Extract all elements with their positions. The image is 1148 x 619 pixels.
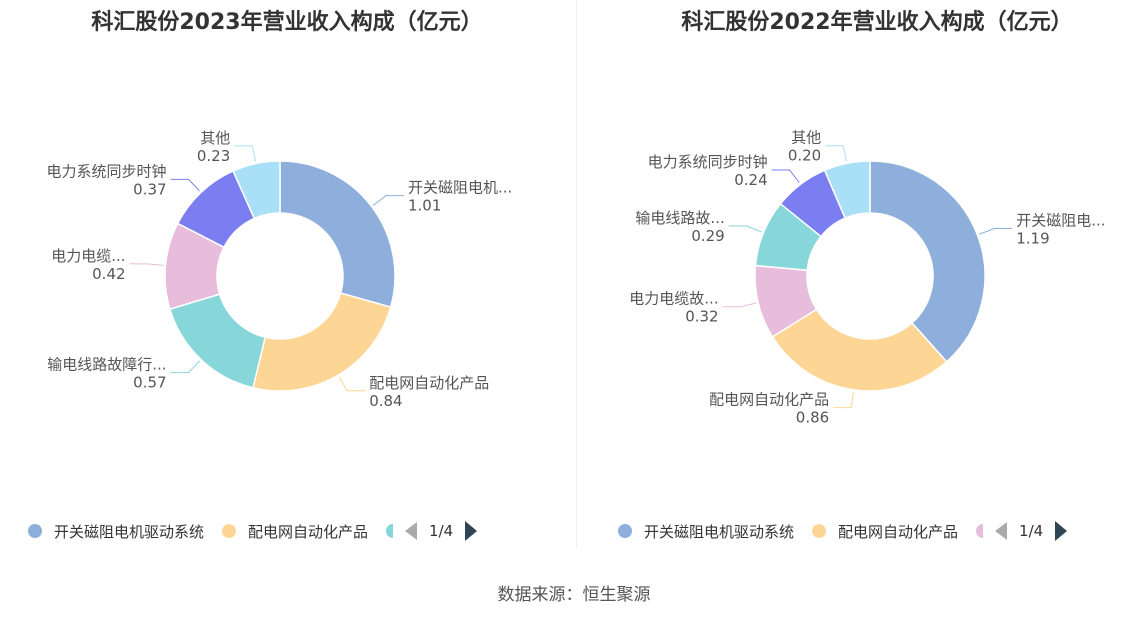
slice-label: 电力系统同步时钟 (648, 153, 768, 171)
slice-label: 电力电缆故... (629, 290, 718, 308)
slice-label: 输电线路故... (635, 209, 724, 227)
label-line-0 (372, 195, 405, 206)
legend-label: 开关磁阻电机驱动系统 (644, 522, 795, 541)
slice-value: 0.24 (734, 171, 767, 189)
slice-0[interactable] (279, 160, 396, 309)
slice-label: 其他 (200, 129, 230, 147)
label-line-1 (338, 376, 366, 392)
label-line-1 (833, 391, 854, 409)
legend-item[interactable]: 配电网自动化产品 (812, 521, 958, 542)
slice-label: 开关磁阻电... (1016, 212, 1105, 230)
legend-marker-partial (976, 524, 984, 538)
slice-value: 1.01 (408, 197, 441, 215)
previous-page-icon[interactable] (405, 522, 418, 540)
legend: 开关磁阻电机驱动系统 配电网自动化产品 1/4 (28, 519, 478, 543)
slice-label: 输电线路故障行... (47, 356, 166, 374)
legend-marker (618, 524, 632, 538)
slice-value: 0.37 (133, 180, 166, 198)
legend-label: 配电网自动化产品 (248, 522, 369, 541)
label-line-2 (170, 360, 200, 374)
legend-page-indicator: 1/4 (1019, 522, 1044, 540)
data-source: 数据来源：恒生聚源 (497, 585, 651, 605)
label-line-0 (979, 228, 1013, 235)
label-line-5 (234, 145, 257, 162)
slice-label: 开关磁阻电机... (408, 179, 512, 197)
slice-value: 0.84 (369, 392, 402, 410)
slice-5[interactable] (823, 160, 871, 220)
legend-item[interactable]: 开关磁阻电机驱动系统 (618, 521, 794, 542)
legend-label: 配电网自动化产品 (838, 522, 959, 541)
slice-1[interactable] (771, 308, 948, 392)
label-line-3 (728, 225, 762, 233)
chart-2022: 科汇股份2022年营业收入构成（亿元） 开关磁阻电... 1.19 配电网自动化产品… (590, 0, 1148, 560)
chart-title: 科汇股份2023年营业收入构成（亿元） (91, 10, 483, 35)
slice-value: 0.86 (796, 409, 829, 427)
slice-value: 0.23 (197, 147, 230, 165)
legend-page-indicator: 1/4 (429, 522, 454, 540)
slice-label: 电力系统同步时钟 (47, 162, 167, 180)
slice-0[interactable] (869, 160, 986, 363)
label-line-5 (825, 145, 847, 162)
legend-marker (812, 524, 827, 538)
legend-item[interactable]: 配电网自动化产品 (222, 521, 368, 542)
slice-5[interactable] (232, 160, 281, 220)
slice-2[interactable] (168, 293, 267, 389)
label-line-4 (170, 178, 200, 192)
slice-label: 其他 (791, 129, 821, 147)
slice-label: 配电网自动化产品 (709, 391, 829, 409)
label-line-4 (771, 169, 800, 184)
next-page-icon[interactable] (1055, 521, 1068, 541)
slice-1[interactable] (252, 292, 392, 392)
next-page-icon[interactable] (465, 521, 478, 541)
slice-value: 0.20 (788, 147, 821, 165)
slice-value: 0.32 (685, 308, 718, 326)
label-line-3 (129, 263, 164, 266)
label-line-2 (722, 302, 757, 308)
legend-marker (28, 524, 42, 538)
slice-label: 配电网自动化产品 (369, 374, 489, 392)
legend-marker (222, 524, 237, 538)
previous-page-icon[interactable] (995, 522, 1008, 540)
legend-item[interactable]: 开关磁阻电机驱动系统 (28, 521, 204, 542)
slice-label: 电力电缆... (51, 247, 125, 265)
chart-title: 科汇股份2022年营业收入构成（亿元） (681, 10, 1073, 35)
chart-2023: 科汇股份2023年营业收入构成（亿元） 开关磁阻电机... 1.01 配电网自动化产… (0, 0, 574, 560)
slice-value: 1.19 (1016, 230, 1049, 248)
slice-value: 0.42 (92, 265, 125, 283)
legend-pager: 1/4 (405, 521, 478, 541)
legend-pager: 1/4 (995, 521, 1068, 541)
legend-label: 开关磁阻电机驱动系统 (54, 522, 205, 541)
legend: 开关磁阻电机驱动系统 配电网自动化产品 1/4 (618, 519, 1068, 543)
slice-value: 0.57 (133, 374, 166, 392)
legend-marker-partial (386, 524, 394, 538)
slice-value: 0.29 (691, 227, 724, 245)
divider (576, 0, 577, 548)
